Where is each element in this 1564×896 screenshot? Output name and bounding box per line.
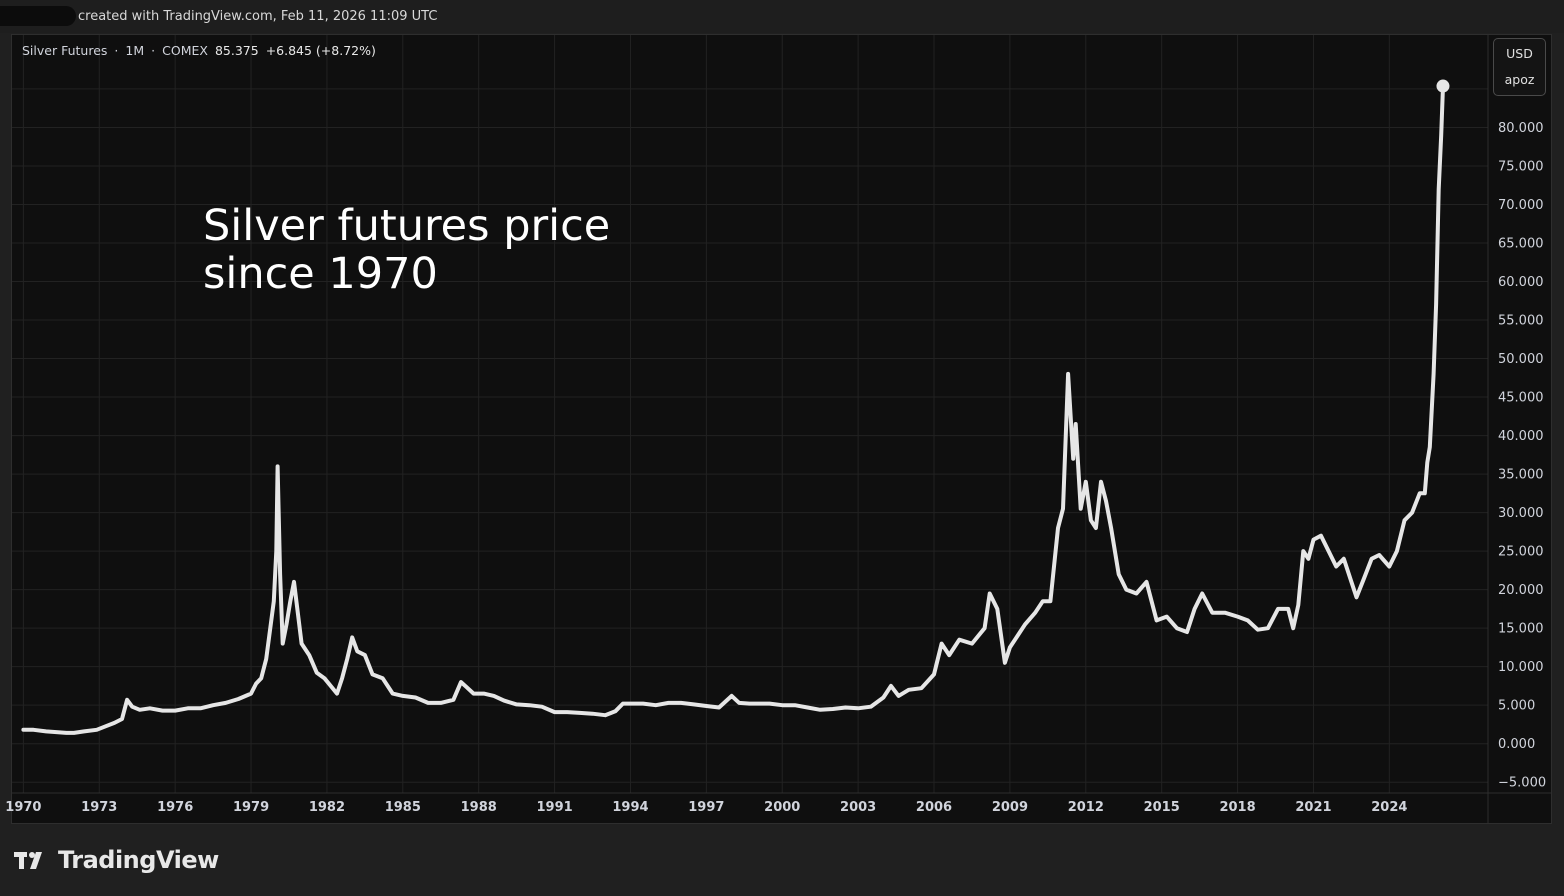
redacted-user-area: [0, 6, 76, 26]
symbol-change: +6.845 (+8.72%): [265, 43, 376, 58]
y-tick-label: 40.000: [1498, 429, 1544, 444]
annotation-line-1: Silver futures price: [203, 201, 611, 251]
y-tick-label: 20.000: [1498, 583, 1544, 598]
symbol-legend[interactable]: Silver Futures · 1M · COMEX 85.375 +6.845 (+8.…: [22, 43, 383, 58]
x-tick-label: 1976: [157, 800, 193, 815]
x-tick-label: 1970: [5, 800, 41, 815]
price-series-line: [21, 84, 1445, 735]
y-tick-label: 65.000: [1498, 236, 1544, 251]
symbol-price: 85.375: [214, 43, 259, 58]
symbol-exchange: COMEX: [162, 43, 208, 58]
top-bar: created with TradingView.com, Feb 11, 20…: [0, 0, 1564, 33]
x-tick-label: 2003: [840, 800, 876, 815]
y-tick-label: 25.000: [1498, 545, 1544, 560]
brand-name: TradingView: [58, 846, 219, 874]
x-tick-label: 2009: [992, 800, 1028, 815]
x-tick-label: 2024: [1371, 800, 1407, 815]
symbol-name[interactable]: Silver Futures: [22, 43, 108, 58]
tradingview-logo-icon: [14, 849, 52, 871]
x-tick-label: 1994: [612, 800, 648, 815]
unit-label: apoz: [1504, 72, 1535, 87]
currency-label: USD: [1506, 46, 1533, 61]
x-tick-label: 1991: [536, 800, 572, 815]
y-tick-label: 80.000: [1498, 121, 1544, 136]
y-tick-label: 30.000: [1498, 506, 1544, 521]
x-axis: 1970 1973 1976 1979 1982 1985 1988 1991 1994 1997…: [5, 792, 1551, 815]
x-tick-label: 1997: [688, 800, 724, 815]
y-tick-label: 60.000: [1498, 275, 1544, 290]
y-tick-label: 55.000: [1498, 314, 1544, 329]
x-tick-label: 1988: [461, 800, 497, 815]
x-tick-label: 2021: [1295, 800, 1331, 815]
series-group: [21, 79, 1450, 735]
x-tick-label: 1979: [233, 800, 269, 815]
x-tick-label: 2000: [764, 800, 800, 815]
y-axis: −5.000 0.000 5.000 10.000 15.000 20.000 25.000…: [1487, 35, 1546, 823]
y-tick-label: 45.000: [1498, 391, 1544, 406]
x-tick-label: 2018: [1219, 800, 1255, 815]
grid-lines: [12, 35, 1488, 793]
y-tick-label: 15.000: [1498, 622, 1544, 637]
y-tick-label: −5.000: [1498, 776, 1546, 791]
symbol-separator: ·: [151, 43, 156, 58]
x-tick-label: 2012: [1068, 800, 1104, 815]
y-tick-label: 70.000: [1498, 198, 1544, 213]
chart-annotation: Silver futures price since 1970: [203, 202, 610, 298]
x-tick-label: 1973: [81, 800, 117, 815]
created-with-credit: created with TradingView.com, Feb 11, 20…: [78, 9, 438, 24]
x-tick-label: 2015: [1144, 800, 1180, 815]
y-tick-label: 75.000: [1498, 159, 1544, 174]
x-tick-label: 1982: [309, 800, 345, 815]
last-price-marker: [1436, 79, 1450, 93]
y-tick-label: 50.000: [1498, 352, 1544, 367]
annotation-line-2: since 1970: [203, 249, 438, 299]
y-tick-label: 5.000: [1498, 699, 1535, 714]
symbol-separator: ·: [114, 43, 119, 58]
symbol-interval[interactable]: 1M: [125, 43, 145, 58]
y-tick-label: 35.000: [1498, 468, 1544, 483]
brand-footer[interactable]: TradingView: [14, 845, 219, 875]
x-tick-label: 2006: [916, 800, 952, 815]
y-tick-label: 10.000: [1498, 660, 1544, 675]
currency-unit-selector[interactable]: USD apoz: [1493, 38, 1546, 96]
x-tick-label: 1985: [385, 800, 421, 815]
y-tick-label: 0.000: [1498, 737, 1535, 752]
